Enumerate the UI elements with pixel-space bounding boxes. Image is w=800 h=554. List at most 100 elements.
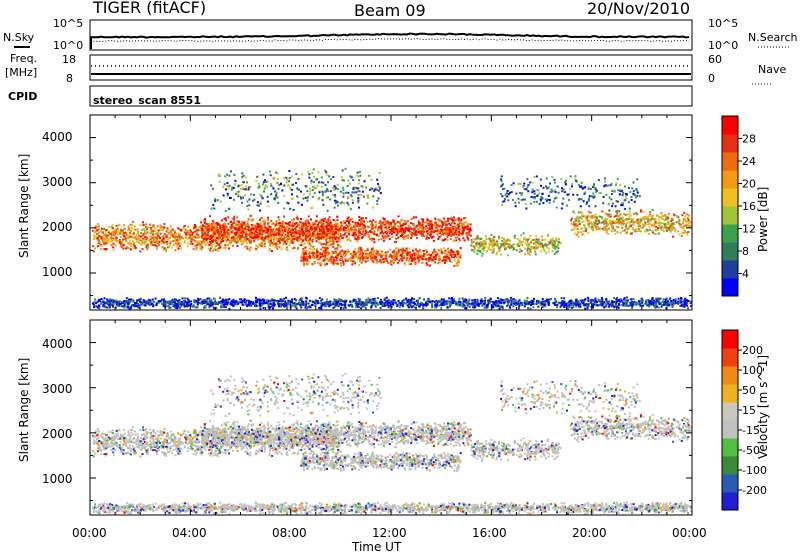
- echo-cell: [240, 184, 243, 187]
- echo-cell: [580, 198, 583, 201]
- echo-cell: [230, 231, 233, 234]
- echo-cell: [228, 247, 231, 250]
- echo-cell: [358, 170, 361, 173]
- echo-cell: [520, 241, 523, 243]
- echo-cell: [411, 258, 414, 261]
- echo-cell: [296, 215, 299, 218]
- echo-cell: [312, 181, 315, 184]
- echo-cell: [440, 248, 443, 251]
- echo-cell: [603, 225, 606, 228]
- echo-cell: [277, 201, 280, 204]
- echo-cell: [659, 226, 662, 229]
- echo-cell: [166, 240, 169, 243]
- echo-cell: [602, 202, 605, 205]
- echo-cell: [434, 258, 437, 260]
- echo-cell: [152, 238, 155, 241]
- echo-cell: [451, 232, 454, 235]
- echo-cell: [147, 226, 150, 229]
- echo-cell: [236, 220, 239, 223]
- echo-cell: [336, 219, 339, 222]
- echo-cell: [195, 244, 198, 247]
- echo-cell: [378, 260, 381, 263]
- echo-cell: [202, 238, 205, 241]
- echo-cell: [241, 230, 244, 233]
- echo-cell: [371, 188, 374, 190]
- echo-cell: [330, 233, 333, 236]
- echo-cell: [96, 229, 99, 232]
- echo-cell: [229, 242, 231, 245]
- echo-cell: [545, 200, 548, 203]
- echo-cell: [395, 247, 398, 250]
- echo-cell: [142, 234, 145, 237]
- echo-cell: [414, 253, 417, 256]
- echo-cell: [354, 232, 357, 235]
- echo-cell: [134, 228, 137, 231]
- echo-cell: [252, 227, 255, 230]
- echo-cell: [588, 197, 591, 200]
- echo-cell: [422, 218, 425, 221]
- echo-cell: [258, 229, 261, 232]
- echo-cell: [211, 235, 214, 238]
- echo-cell: [415, 216, 418, 219]
- echo-cell: [371, 246, 374, 249]
- echo-cell: [269, 182, 272, 185]
- echo-cell: [416, 236, 419, 239]
- echo-cell: [306, 220, 309, 223]
- echo-cell: [351, 229, 353, 232]
- echo-cell: [327, 259, 330, 262]
- echo-cell: [396, 232, 399, 235]
- echo-cell: [352, 226, 355, 229]
- echo-cell: [174, 230, 177, 233]
- echo-cell: [199, 243, 202, 246]
- echo-cell: [467, 231, 470, 234]
- echo-cell: [666, 215, 669, 218]
- echo-cell: [213, 227, 216, 230]
- echo-cell: [314, 234, 317, 237]
- echo-cell: [342, 221, 345, 224]
- echo-cell: [530, 245, 533, 248]
- echo-cell: [98, 235, 101, 237]
- echo-cell: [231, 236, 233, 239]
- echo-cell: [272, 242, 275, 245]
- echo-cell: [414, 248, 417, 251]
- echo-cell: [429, 257, 431, 259]
- echo-cell: [174, 249, 177, 252]
- echo-cell: [622, 219, 625, 222]
- echo-cell: [340, 255, 343, 258]
- echo-cell: [531, 191, 534, 194]
- echo-cell: [604, 180, 606, 183]
- echo-cell: [642, 218, 645, 221]
- echo-cell: [233, 238, 236, 241]
- echo-cell: [675, 221, 678, 224]
- echo-cell: [92, 236, 95, 239]
- echo-cell: [307, 233, 310, 236]
- echo-cell: [601, 227, 604, 230]
- echo-cell: [163, 234, 166, 237]
- echo-cell: [359, 231, 362, 234]
- echo-cell: [404, 251, 407, 254]
- echo-cell: [263, 237, 266, 240]
- echo-cell: [327, 249, 330, 252]
- echo-cell: [184, 231, 187, 234]
- echo-cell: [196, 240, 199, 243]
- echo-cell: [436, 252, 439, 255]
- echo-cell: [97, 228, 100, 231]
- echo-cell: [313, 231, 316, 234]
- echo-cell: [408, 260, 411, 263]
- echo-cell: [111, 240, 114, 242]
- echo-cell: [553, 197, 556, 200]
- echo-cell: [379, 249, 382, 252]
- echo-cell: [288, 238, 291, 240]
- echo-cell: [380, 221, 383, 224]
- echo-cell: [619, 184, 622, 187]
- echo-cell: [444, 237, 447, 240]
- echo-cell: [282, 223, 285, 226]
- echo-cell: [555, 251, 558, 254]
- echo-cell: [637, 222, 640, 225]
- echo-cell: [664, 225, 667, 228]
- echo-cell: [304, 237, 307, 240]
- echo-cell: [362, 256, 365, 259]
- echo-cell: [639, 209, 642, 212]
- echo-cell: [441, 239, 444, 242]
- echo-cell: [454, 231, 457, 234]
